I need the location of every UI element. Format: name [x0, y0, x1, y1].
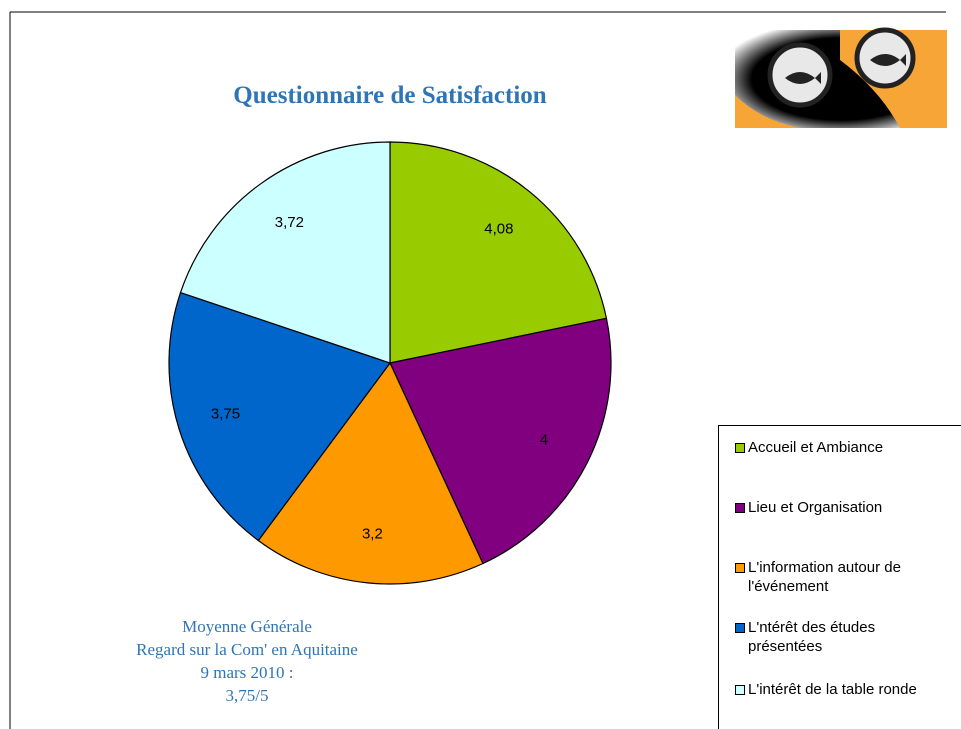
data-label: 3,75	[211, 406, 240, 423]
legend-item: L'ntérêt des études présentées	[735, 618, 923, 656]
data-label: 3,72	[275, 214, 304, 231]
legend-swatch	[735, 623, 745, 633]
legend-item: Lieu et Organisation	[735, 498, 961, 517]
legend-label: L'ntérêt des études présentées	[748, 619, 875, 655]
legend-swatch	[735, 563, 745, 573]
legend-item: Accueil et Ambiance	[735, 438, 961, 457]
page: Questionnaire de Satisfaction 4,08 4 3,2 3,…	[0, 0, 961, 729]
data-label: 4	[540, 432, 548, 449]
legend-label: Accueil et Ambiance	[748, 439, 883, 456]
data-label: 4,08	[484, 220, 513, 237]
legend-label: L'intérêt de la table ronde	[748, 681, 917, 698]
note: 3,75/5	[226, 686, 269, 705]
legend-swatch	[735, 503, 745, 513]
legend-swatch	[735, 443, 745, 453]
legend-item: L'intérêt de la table ronde	[735, 680, 961, 699]
legend: Accueil et Ambiance Lieu et Organisation L…	[718, 425, 961, 729]
logo-image	[735, 30, 947, 128]
legend-label: L'information autour de l'événement	[748, 559, 901, 595]
chart-title: Questionnaire de Satisfaction	[233, 82, 547, 109]
legend-item: L'information autour de l'événement	[735, 558, 948, 596]
note: Regard sur la Com' en Aquitaine	[136, 640, 358, 659]
legend-swatch	[735, 685, 745, 695]
legend-label: Lieu et Organisation	[748, 499, 882, 516]
note: Moyenne Générale	[182, 617, 312, 636]
note: 9 mars 2010 :	[200, 663, 293, 682]
data-label: 3,2	[362, 525, 383, 542]
